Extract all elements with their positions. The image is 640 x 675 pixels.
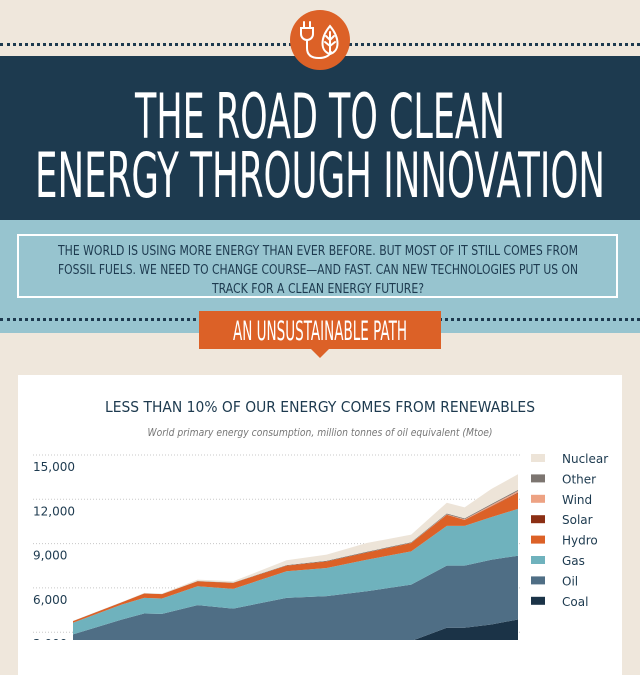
legend-swatch-solar bbox=[531, 515, 545, 524]
area-gas bbox=[73, 508, 518, 635]
y-tick-label: 6,000 bbox=[33, 593, 67, 607]
area-oil bbox=[73, 555, 518, 640]
legend-label-hydro: Hydro bbox=[562, 534, 598, 548]
title-banner: THE ROAD TO CLEAN ENERGY THROUGH INNOVAT… bbox=[0, 56, 640, 220]
chart-subtitle: World primary energy consumption, millio… bbox=[148, 426, 493, 439]
legend-label-gas: Gas bbox=[562, 554, 585, 568]
y-tick-label: 3,000 bbox=[33, 637, 67, 640]
section-banner: AN UNSUSTAINABLE PATH bbox=[199, 311, 441, 358]
legend-swatch-other bbox=[531, 474, 545, 483]
legend-swatch-hydro bbox=[531, 535, 545, 544]
stacked-area-chart: LESS THAN 10% OF OUR ENERGY COMES FROM R… bbox=[33, 398, 608, 640]
area-hydro bbox=[73, 493, 518, 623]
y-tick-label: 15,000 bbox=[33, 460, 75, 474]
intro-line1: THE WORLD IS USING MORE ENERGY THAN EVER… bbox=[57, 244, 578, 259]
page-title-line2: ENERGY THROUGH INNOVATION bbox=[35, 139, 605, 212]
plug-leaf-icon bbox=[290, 10, 350, 70]
legend-label-coal: Coal bbox=[562, 595, 588, 609]
legend-swatch-wind bbox=[531, 494, 545, 503]
section-title: AN UNSUSTAINABLE PATH bbox=[233, 316, 407, 347]
page-title-line1: THE ROAD TO CLEAN bbox=[134, 80, 505, 153]
intro-text: THE WORLD IS USING MORE ENERGY THAN EVER… bbox=[57, 244, 578, 297]
legend-label-oil: Oil bbox=[562, 574, 578, 588]
legend-label-nuclear: Nuclear bbox=[562, 452, 608, 466]
y-tick-label: 9,000 bbox=[33, 549, 67, 563]
intro-line3: TRACK FOR A CLEAN ENERGY FUTURE? bbox=[211, 282, 424, 297]
legend-swatch-oil bbox=[531, 576, 545, 585]
legend-label-wind: Wind bbox=[562, 493, 592, 507]
intro-box: THE WORLD IS USING MORE ENERGY THAN EVER… bbox=[17, 234, 618, 298]
legend-swatch-nuclear bbox=[531, 454, 545, 462]
y-tick-label: 12,000 bbox=[33, 504, 75, 518]
legend-swatch-gas bbox=[531, 556, 545, 564]
title-svg: THE ROAD TO CLEAN ENERGY THROUGH INNOVAT… bbox=[35, 80, 605, 212]
intro-line2: FOSSIL FUELS. WE NEED TO CHANGE COURSE—A… bbox=[58, 263, 578, 278]
legend-label-solar: Solar bbox=[562, 513, 593, 527]
area-coal bbox=[414, 619, 518, 640]
legend-label-other: Other bbox=[562, 472, 596, 486]
legend-swatch-coal bbox=[531, 596, 545, 605]
chart-title: LESS THAN 10% OF OUR ENERGY COMES FROM R… bbox=[105, 398, 535, 416]
